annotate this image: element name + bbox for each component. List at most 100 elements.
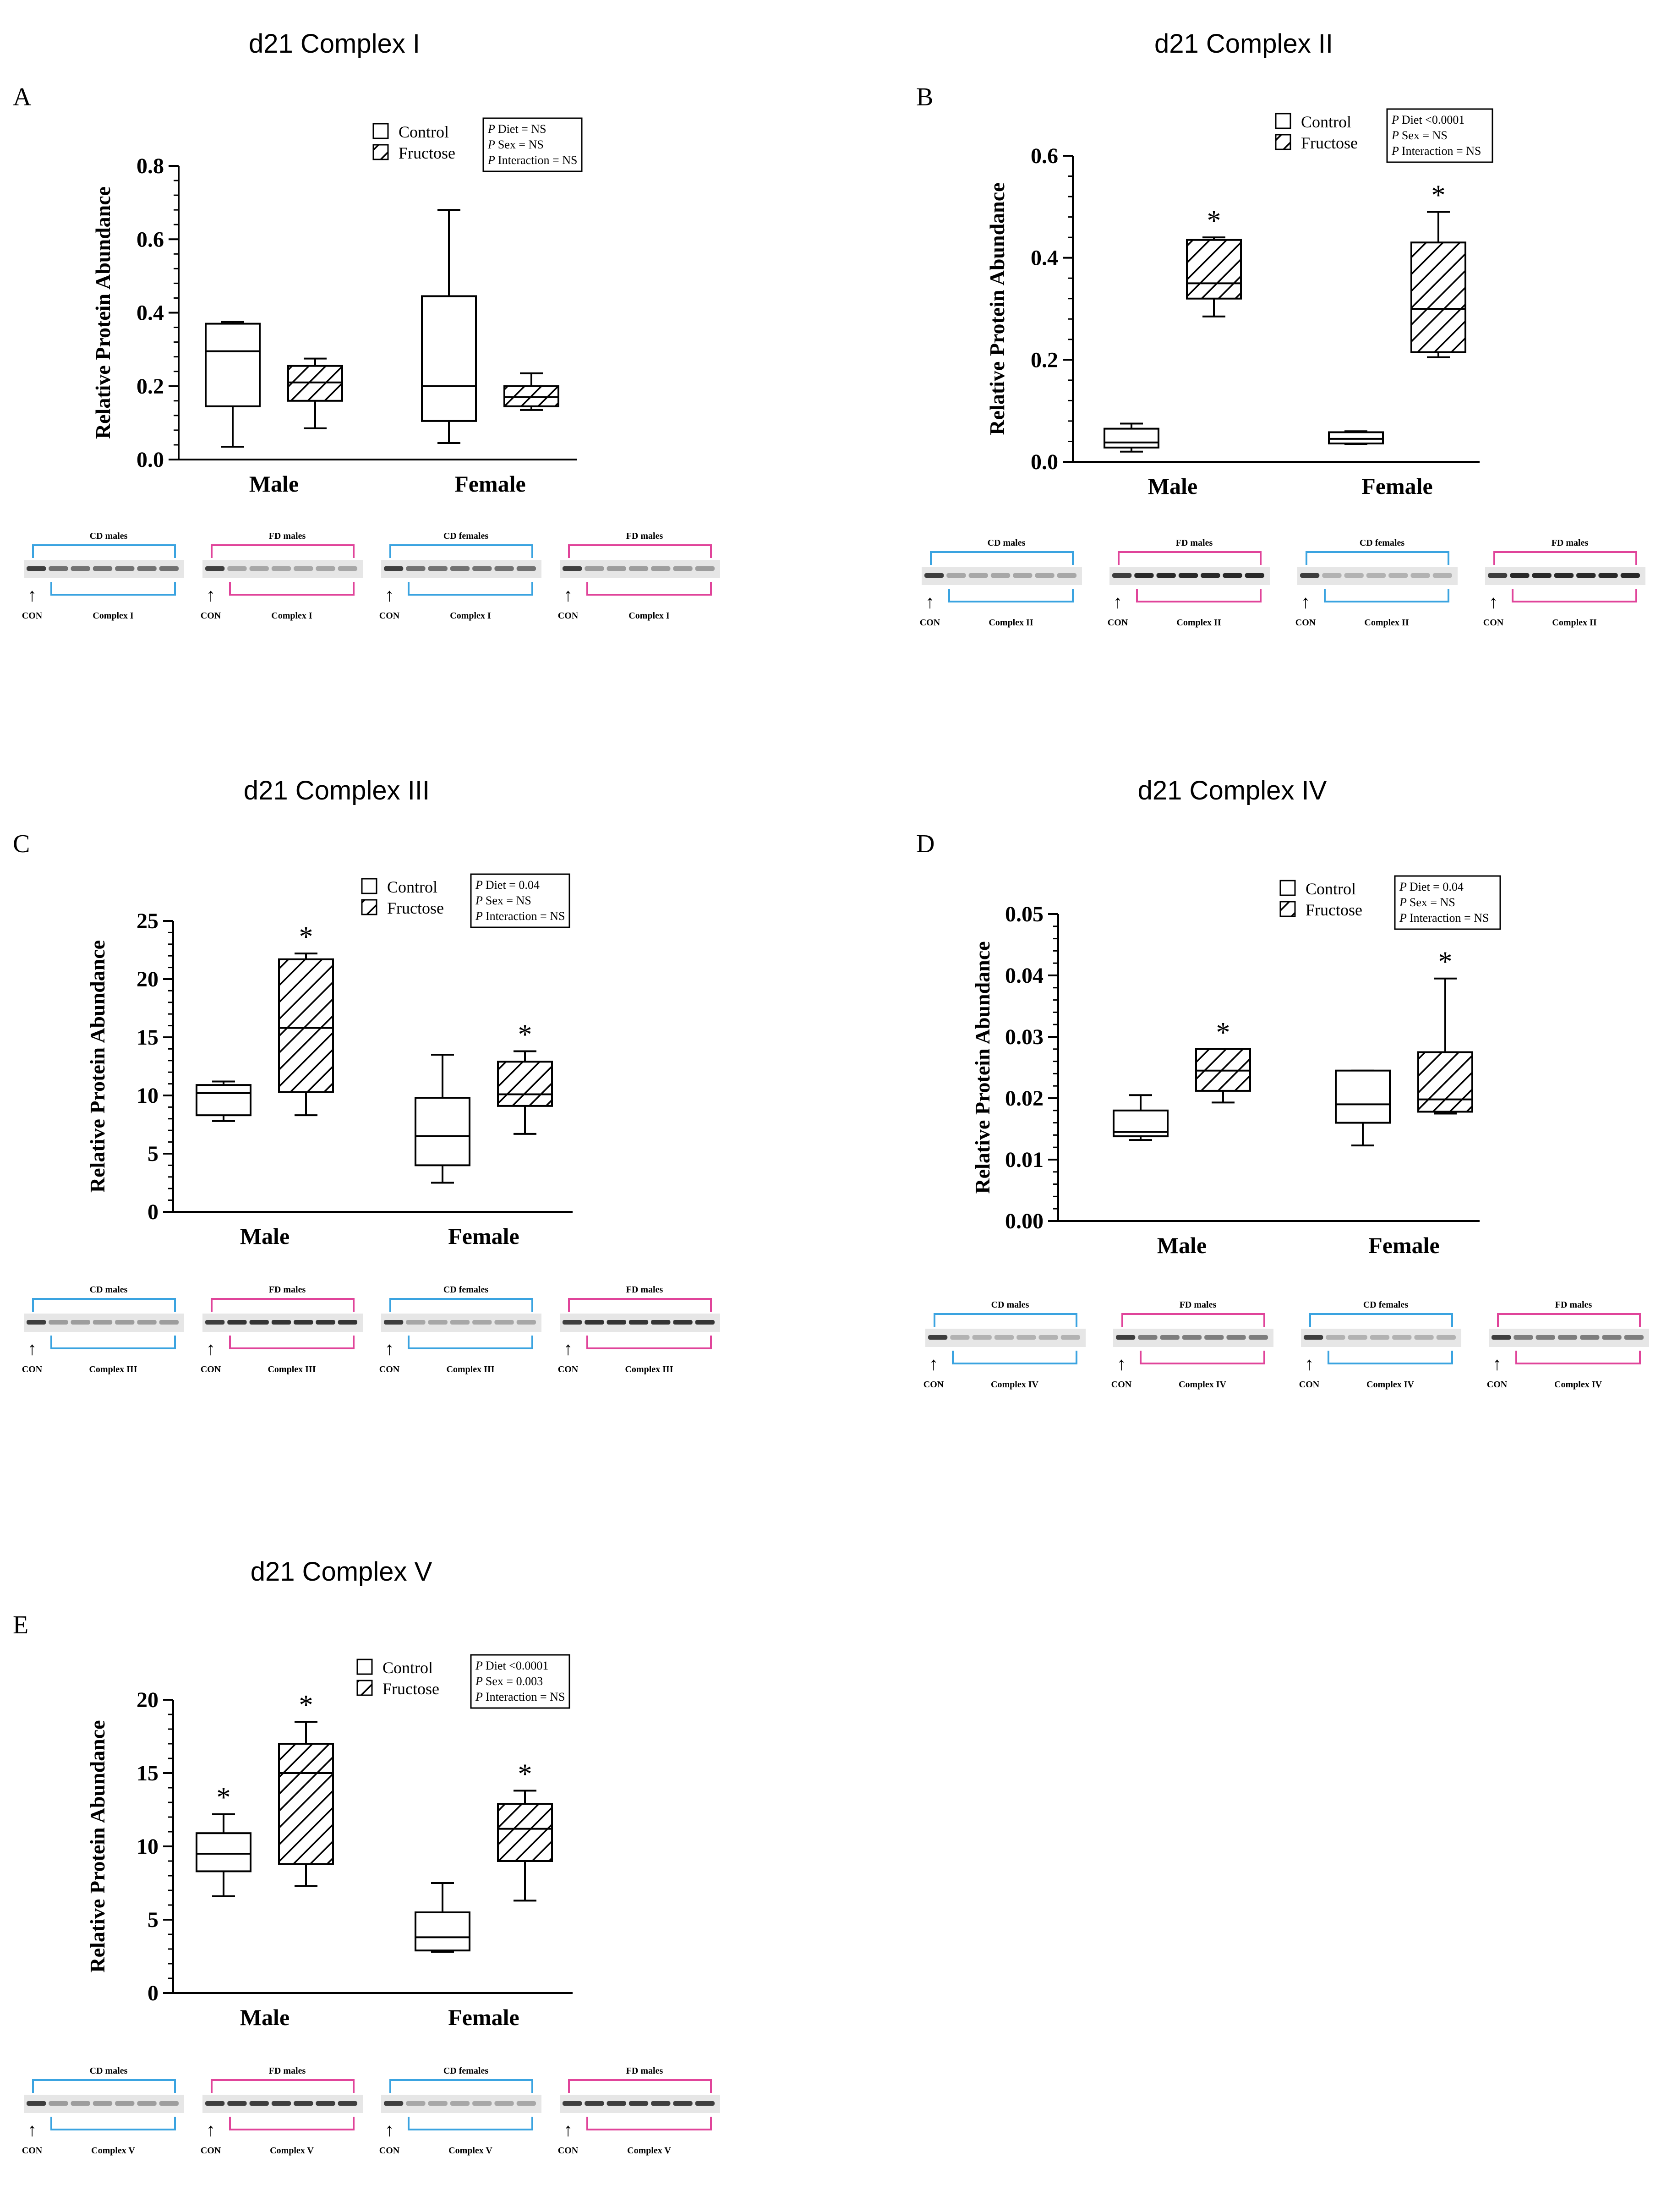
blot-band — [1326, 1335, 1345, 1340]
blot-band — [27, 566, 46, 571]
blot-arrow-icon: ↑ — [1113, 591, 1122, 612]
blot-arrow-icon: ↑ — [563, 585, 573, 605]
legend-control-swatch — [1279, 880, 1296, 896]
blot-band — [990, 573, 1011, 578]
y-tick-label: 15 — [137, 1761, 158, 1785]
blot-band — [115, 1320, 135, 1325]
blot-band — [673, 1320, 693, 1325]
blot-complex-label: Complex IV — [1179, 1380, 1226, 1390]
stats-p: P — [475, 1675, 486, 1688]
stats-p: P — [475, 1659, 486, 1672]
significance-star: * — [518, 1019, 532, 1050]
panel-c: d21 Complex III C 0 5 10 15 20 25 Relative Prote… — [13, 776, 720, 1374]
blot-con-label: CON — [558, 2146, 579, 2156]
stats-line: P Diet = 0.04 — [475, 878, 540, 892]
blot-group-label: CD females — [1360, 538, 1405, 548]
y-tick-label: 0.05 — [1005, 902, 1044, 926]
blot-bracket-top — [32, 2079, 176, 2093]
stats-line: P Diet = NS — [487, 122, 546, 136]
box-iqr — [421, 295, 477, 422]
blot-bracket-top — [1493, 551, 1637, 565]
blot-band — [651, 1320, 671, 1325]
stats-value: Sex = NS — [486, 894, 531, 907]
blot-band — [406, 566, 426, 571]
blot-bracket-top — [1121, 1313, 1265, 1327]
blot-2: CD females ↑ CON Complex V — [379, 2066, 541, 2156]
y-tick-label: 10 — [137, 1084, 158, 1108]
blot-con-label: CON — [22, 1364, 43, 1374]
blot-con-label: CON — [22, 2146, 43, 2156]
blot-band — [205, 2101, 225, 2106]
y-axis-label: Relative Protein Abundance — [971, 941, 994, 1194]
blot-0: CD males ↑ CON Complex II — [920, 538, 1082, 628]
panel-title: d21 Complex II — [1154, 29, 1333, 59]
blot-bracket-bottom — [1512, 589, 1637, 602]
blot-group-label: FD males — [1552, 538, 1589, 548]
blot-0: CD males ↑ CON Complex IV — [923, 1300, 1086, 1390]
blot-band — [294, 2101, 313, 2106]
blot-1: FD males ↑ CON Complex IV — [1111, 1300, 1273, 1390]
blot-band — [71, 1320, 90, 1325]
stats-value: Diet = NS — [498, 122, 546, 136]
blot-bracket-bottom — [50, 1336, 176, 1349]
blot-band — [1620, 573, 1640, 578]
box-iqr — [1410, 241, 1466, 353]
blot-complex-label: Complex V — [448, 2146, 492, 2156]
panel-d: d21 Complex IV D 0.00 0.01 0.02 0.03 0.04 0.05 R… — [916, 776, 1649, 1390]
blot-band — [384, 1320, 404, 1325]
blot-complex-label: Complex IV — [1366, 1380, 1414, 1390]
blot-band — [1201, 573, 1220, 578]
blot-band — [450, 1320, 470, 1325]
blot-band — [271, 566, 291, 571]
blot-con-label: CON — [923, 1380, 944, 1390]
box-iqr — [497, 1803, 553, 1862]
stats-value: Sex = NS — [1410, 896, 1455, 909]
stats-box: P Diet = NSP Sex = NSP Interaction = NS — [482, 117, 583, 172]
legend-control-label: Control — [387, 878, 437, 896]
blot-group-label: CD males — [991, 1300, 1029, 1310]
blot-band — [1348, 1335, 1367, 1340]
blot-band — [1580, 1335, 1600, 1340]
blot-con-label: CON — [920, 618, 940, 628]
blot-band — [249, 566, 269, 571]
blot-arrow-icon: ↑ — [27, 1338, 37, 1359]
panel-b: d21 Complex II B 0.0 0.2 0.4 0.6 Relative Prot… — [916, 29, 1645, 628]
blot-bracket-bottom — [1140, 1351, 1265, 1364]
stats-box-border — [470, 873, 570, 928]
legend-fructose-label: Fructose — [1306, 901, 1362, 919]
blot-bracket-top — [211, 2079, 355, 2093]
blot-complex-label: Complex IV — [1554, 1380, 1602, 1390]
blot-band — [695, 1320, 715, 1325]
blot-band — [1554, 573, 1574, 578]
blot-band — [1532, 573, 1552, 578]
stats-p: P — [1399, 896, 1410, 909]
stats-line: P Interaction = NS — [475, 909, 565, 923]
blot-band — [49, 1320, 68, 1325]
blot-band — [1510, 573, 1530, 578]
blot-1: FD males ↑ CON Complex I — [201, 531, 363, 621]
blot-band — [27, 2101, 46, 2106]
blot-bracket-top — [930, 551, 1074, 565]
y-tick-label: 0.8 — [137, 154, 164, 178]
blot-bracket-bottom — [586, 2117, 712, 2130]
box-iqr — [497, 1061, 553, 1107]
stats-p: P — [475, 1690, 486, 1703]
stats-value: Diet = 0.04 — [486, 878, 540, 892]
box-control-female — [1335, 1069, 1391, 1147]
blot-band — [994, 1335, 1014, 1340]
blot-band — [316, 2101, 335, 2106]
blot-con-label: CON — [201, 1364, 221, 1374]
blot-band — [651, 566, 671, 571]
blot-arrow-icon: ↑ — [1492, 1353, 1502, 1374]
blot-band — [494, 2101, 514, 2106]
y-tick-label: 20 — [137, 967, 158, 991]
blot-con-label: CON — [1483, 618, 1504, 628]
blot-band — [628, 1320, 649, 1325]
blot-band — [607, 566, 626, 571]
y-tick-label: 0.2 — [1031, 348, 1058, 372]
blot-band — [450, 2101, 470, 2106]
blot-group-label: FD males — [626, 2066, 663, 2076]
blot-bracket-bottom — [229, 582, 355, 596]
panel-title: d21 Complex I — [249, 29, 420, 59]
blot-bracket-bottom — [1324, 589, 1449, 602]
